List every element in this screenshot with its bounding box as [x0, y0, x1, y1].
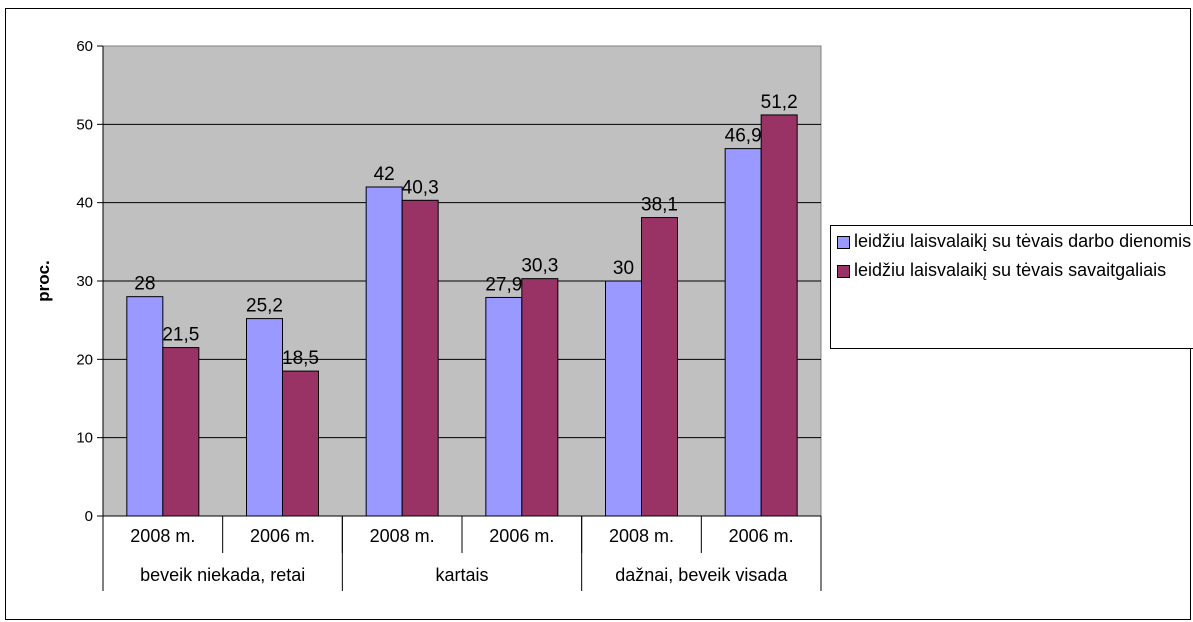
y-tick-label: 40	[76, 195, 93, 212]
bar-weekends	[521, 278, 559, 517]
data-label: 51,2	[761, 92, 798, 113]
legend: leidžiu laisvalaikį su tėvais darbo dien…	[830, 225, 1193, 349]
legend-swatch-weekends	[837, 265, 850, 278]
data-label: 27,9	[485, 274, 522, 295]
data-label: 46,9	[725, 126, 762, 147]
bar-weekends	[282, 370, 319, 517]
legend-label-weekdays: leidžiu laisvalaikį su tėvais darbo dien…	[854, 231, 1192, 251]
data-label: 40,3	[402, 177, 439, 198]
bar-weekends	[641, 217, 678, 517]
bar-weekdays	[605, 280, 642, 517]
x-group-label: dažnai, beveik visada	[615, 565, 788, 585]
x-tick-label: 2006 m.	[729, 526, 794, 546]
data-label: 30	[613, 258, 634, 279]
bar-weekends	[401, 199, 439, 517]
x-tick-label: 2008 m.	[609, 526, 674, 546]
x-tick-label: 2006 m.	[250, 526, 315, 546]
bar-weekends	[760, 114, 798, 517]
legend-swatch-weekdays	[837, 236, 850, 249]
bar-weekdays	[246, 318, 283, 517]
x-group-label: beveik niekada, retai	[140, 565, 305, 585]
data-label: 38,1	[641, 195, 678, 216]
y-tick-label: 0	[85, 508, 93, 525]
y-tick-label: 10	[76, 430, 93, 447]
y-tick-label: 50	[76, 116, 93, 133]
x-tick-label: 2008 m.	[370, 526, 435, 546]
bar-weekends	[162, 347, 200, 517]
y-tick-label: 20	[76, 351, 93, 368]
y-tick-label: 60	[76, 38, 93, 55]
data-label: 30,3	[521, 256, 558, 277]
bar-weekdays	[126, 296, 164, 517]
legend-item-weekdays: leidžiu laisvalaikį su tėvais darbo dien…	[837, 230, 1192, 253]
data-label: 25,2	[246, 296, 283, 317]
bar-weekdays	[724, 148, 762, 517]
data-label: 28	[134, 274, 155, 295]
legend-item-weekends: leidžiu laisvalaikį su tėvais savaitgali…	[837, 259, 1192, 282]
chart-frame: 0 10 20 30 40 50 60 proc. 28 25,2 42 27,9 30 46,9 21,5…	[5, 8, 1193, 620]
bar-weekdays	[485, 296, 523, 517]
bar-weekdays	[365, 186, 403, 517]
x-tick-label: 2006 m.	[489, 526, 554, 546]
data-label: 21,5	[162, 325, 199, 346]
legend-label-weekends: leidžiu laisvalaikį su tėvais savaitgali…	[854, 260, 1167, 280]
chart: 0 10 20 30 40 50 60 proc. 28 25,2 42 27,9 30 46,9 21,5…	[34, 38, 822, 591]
x-tick-label: 2008 m.	[130, 526, 195, 546]
x-group-label: kartais	[435, 565, 488, 585]
data-label: 18,5	[282, 348, 319, 369]
y-tick-label: 30	[76, 273, 93, 290]
data-label: 42	[374, 164, 395, 185]
y-axis-label: proc.	[34, 260, 53, 302]
